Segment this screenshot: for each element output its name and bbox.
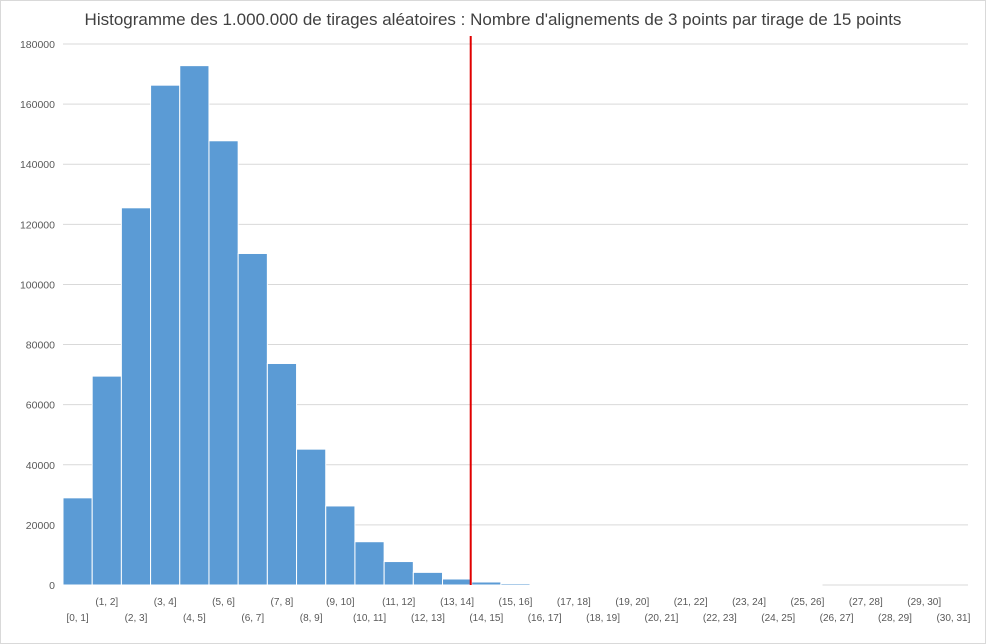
histogram-bar	[442, 578, 473, 586]
y-tick-label: 80000	[26, 340, 55, 352]
histogram-bar	[266, 362, 298, 586]
histogram-bar	[383, 561, 414, 586]
y-tick-label: 160000	[20, 99, 55, 111]
y-tick-label: 100000	[20, 279, 55, 291]
x-tick-label: (28, 29]	[878, 613, 912, 624]
x-tick-label: (27, 28]	[849, 597, 883, 608]
y-tick-label: 180000	[20, 39, 55, 51]
y-tick-label: 0	[49, 580, 55, 592]
x-tick-label: (6, 7]	[241, 613, 264, 624]
x-tick-label: (7, 8]	[271, 597, 294, 608]
histogram-bar	[237, 252, 268, 586]
y-tick-label: 40000	[26, 460, 55, 472]
x-tick-label: (4, 5]	[183, 613, 206, 624]
histogram-bar	[325, 505, 356, 586]
x-tick-label: (22, 23]	[703, 613, 737, 624]
x-tick-label: (30, 31]	[936, 613, 970, 624]
x-tick-label: (16, 17]	[528, 613, 562, 624]
x-tick-label: (1, 2]	[95, 597, 118, 608]
x-tick-label: (17, 18]	[557, 597, 591, 608]
x-tick-label: (3, 4]	[154, 597, 177, 608]
x-tick-label: (20, 21]	[645, 613, 679, 624]
x-tick-label: (29, 30]	[907, 597, 941, 608]
x-tick-label: (12, 13]	[411, 613, 445, 624]
x-tick-label: (15, 16]	[499, 597, 533, 608]
y-tick-label: 120000	[20, 219, 55, 231]
x-tick-label: (23, 24]	[732, 597, 766, 608]
x-tick-label: (24, 25]	[761, 613, 795, 624]
x-tick-label: (5, 6]	[212, 597, 235, 608]
histogram-bar	[91, 375, 122, 586]
y-tick-label: 20000	[26, 520, 55, 532]
histogram-bar	[179, 65, 210, 586]
histogram-bar	[529, 583, 560, 586]
x-tick-label: (21, 22]	[674, 597, 708, 608]
bars	[62, 65, 823, 586]
x-tick-label: [0, 1]	[66, 613, 88, 624]
histogram-bar	[208, 140, 239, 586]
histogram-bar	[150, 84, 181, 586]
x-tick-label: (14, 15]	[469, 613, 503, 624]
x-tick-label: (11, 12]	[382, 597, 415, 608]
x-tick-label: (2, 3]	[125, 613, 148, 624]
histogram-bar	[296, 448, 327, 586]
histogram-bar	[471, 581, 502, 586]
histogram-bar	[354, 541, 385, 586]
histogram-bar	[412, 571, 444, 586]
x-tick-label: (13, 14]	[440, 597, 474, 608]
x-tick-label: (18, 19]	[586, 613, 620, 624]
y-tick-labels: 0 20000 40000 60000 80000 100000 120000 140000 1…	[20, 39, 55, 592]
x-tick-label: (8, 9]	[300, 613, 323, 624]
chart-title: Histogramme des 1.000.000 de tirages alé…	[84, 10, 902, 29]
y-tick-label: 140000	[20, 159, 55, 171]
histogram-bar	[500, 582, 531, 586]
histogram-bar	[120, 207, 152, 586]
x-tick-label: (25, 26]	[790, 597, 824, 608]
histogram-bar	[62, 497, 93, 586]
y-tick-label: 60000	[26, 400, 55, 412]
x-tick-label: (26, 27]	[820, 613, 854, 624]
x-tick-label: (9, 10]	[326, 597, 355, 608]
x-tick-label: (19, 20]	[615, 597, 649, 608]
x-tick-labels: [0, 1] (1, 2] (2, 3] (3, 4] (4, 5] (5, 6] (6, …	[66, 597, 970, 624]
x-tick-label: (10, 11]	[353, 613, 386, 624]
